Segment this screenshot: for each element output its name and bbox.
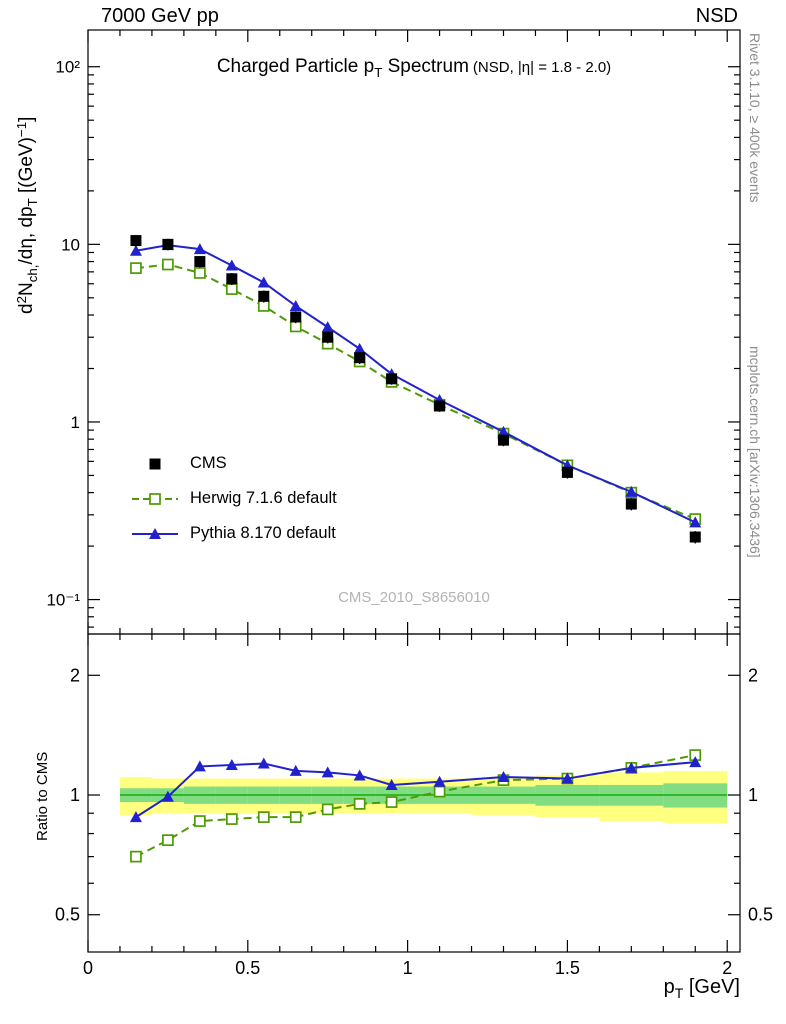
svg-text:0: 0 — [83, 958, 93, 978]
svg-text:1.5: 1.5 — [555, 958, 580, 978]
svg-text:10⁻¹: 10⁻¹ — [46, 591, 80, 610]
title-subscript: T — [374, 64, 383, 80]
svg-text:2: 2 — [748, 665, 758, 685]
svg-text:10: 10 — [61, 235, 80, 254]
legend-marker-square-open — [132, 492, 178, 505]
title-condition: (NSD, |η| = 1.8 - 2.0) — [472, 59, 612, 76]
ratio-axis-label: Ratio to CMS — [34, 751, 51, 841]
legend-label: Herwig 7.1.6 default — [190, 489, 337, 507]
ratio-series-pythia — [129, 756, 702, 823]
x-axis-label: pT [GeV] — [663, 976, 740, 1001]
rivet-version-note: Rivet 3.1.10, ≥ 400k events — [747, 33, 763, 203]
legend-label: Pythia 8.170 default — [190, 524, 336, 542]
axes-frame — [87, 29, 741, 953]
legend-label: CMS — [190, 454, 227, 472]
plot-title: Charged Particle pT Spectrum (NSD, |η| = … — [88, 56, 740, 80]
svg-text:0.5: 0.5 — [748, 905, 773, 925]
title-text-rest: Spectrum — [382, 56, 469, 77]
y-axis-label: d2Nch,/dη, dpT [(GeV)−1] — [14, 116, 40, 314]
svg-text:1: 1 — [748, 785, 758, 805]
legend: CMS Herwig 7.1.6 default Pythia 8.170 defa… — [130, 446, 337, 551]
svg-text:2: 2 — [722, 958, 732, 978]
svg-text:0.5: 0.5 — [55, 905, 80, 925]
svg-text:1: 1 — [403, 958, 413, 978]
svg-text:1: 1 — [71, 413, 80, 432]
uncertainty-bands — [119, 770, 728, 824]
legend-entry: Herwig 7.1.6 default — [130, 481, 337, 516]
tick-labels: 10⁻¹ 1 10 10² 0.5 0.5 1 1 2 2 0 0.5 1 1.5 2 — [46, 58, 773, 978]
analysis-id-watermark: CMS_2010_S8656010 — [338, 589, 490, 606]
mcplots-reference-note: mcplots.cern.ch [arXiv:1306.3436] — [747, 346, 763, 558]
svg-text:10²: 10² — [55, 58, 80, 77]
title-text: Charged Particle p — [216, 56, 375, 77]
event-class-label: NSD — [695, 5, 738, 27]
legend-entry: CMS — [130, 446, 337, 481]
legend-marker-square-filled — [149, 458, 161, 469]
legend-marker-triangle-filled — [132, 527, 178, 539]
svg-text:0.5: 0.5 — [235, 958, 260, 978]
svg-text:2: 2 — [70, 665, 80, 685]
svg-text:1: 1 — [70, 785, 80, 805]
legend-entry: Pythia 8.170 default — [130, 516, 337, 551]
beam-energy-label: 7000 GeV pp — [101, 5, 219, 27]
main-series-cms — [130, 234, 701, 544]
